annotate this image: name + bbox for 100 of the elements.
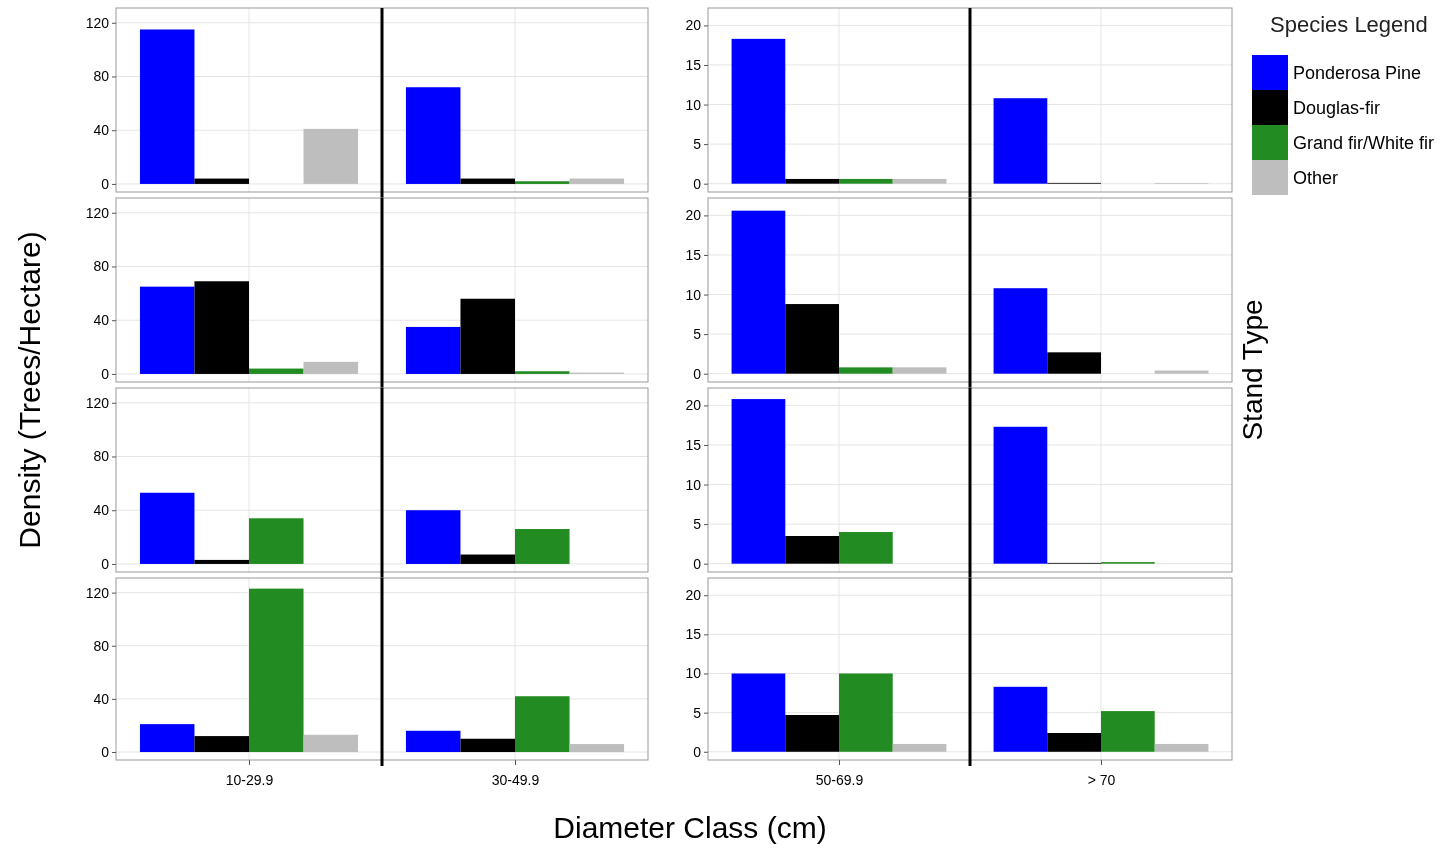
y-tick-label: 0 [101,555,110,572]
bar [303,361,359,374]
y-tick-label: 5 [693,704,702,721]
x-tick-label: 50-69.9 [815,771,864,788]
bar [569,744,625,753]
bar [249,368,304,374]
bar [460,554,515,564]
y-tick-label: 0 [693,555,702,572]
bar [993,686,1048,752]
bar [405,87,461,184]
bar [993,98,1048,184]
bar [249,518,304,564]
bar [1047,732,1101,752]
bar [405,730,461,753]
bar [405,510,461,564]
bar [892,367,947,374]
y-tick-label: 15 [685,436,702,453]
bar [515,529,570,564]
bar [303,128,359,184]
bar [249,588,304,753]
y-tick-label: 10 [685,286,702,303]
y-tick-label: 10 [685,476,702,493]
bar [839,673,893,752]
y-tick-label: 0 [693,175,702,192]
y-tick-label: 80 [93,258,110,275]
bar [993,288,1048,374]
bar [460,178,515,184]
y-tick-label: 20 [685,17,702,34]
bar [785,178,839,184]
bar [731,210,786,374]
y-tick-label: 80 [93,637,110,654]
bar [892,178,947,184]
y-tick-label: 40 [93,122,110,139]
legend-label: Douglas-fir [1293,98,1381,118]
x-tick-label: 10-29.9 [225,771,274,788]
y-tick-label: 20 [685,207,702,224]
bar [194,559,249,564]
bar [785,535,839,564]
legend-label: Other [1293,168,1339,188]
bar [731,673,786,752]
y-tick-label: 20 [685,397,702,414]
bar [892,743,947,752]
bar [993,426,1048,564]
bar [731,399,786,564]
x-tick-label: 30-49.9 [491,771,540,788]
y-tick-label: 80 [93,448,110,465]
bar [515,696,570,753]
bar [515,371,570,374]
y-tick-label: 10 [685,96,702,113]
y-tick-label: 20 [685,587,702,604]
y-tick-label: 80 [93,68,110,85]
x-axis-title: Diameter Class (cm) [553,811,827,844]
y-tick-label: 0 [693,365,702,382]
bar [785,304,839,374]
bar [194,178,249,184]
y-tick-label: 5 [693,136,702,153]
y-tick-label: 15 [685,626,702,643]
bar [139,724,195,753]
y-tick-label: 5 [693,516,702,533]
bar [1101,711,1155,752]
bar [839,532,893,564]
bar [839,367,893,374]
legend-label: Ponderosa Pine [1293,63,1422,83]
y-tick-label: 40 [93,690,110,707]
y-axis-title: Density (Trees/Hectare) [13,231,46,549]
bar [194,736,249,753]
y-tick-label: 120 [85,584,110,601]
bar [460,298,515,374]
bar [139,492,195,564]
y-tick-label: 15 [685,56,702,73]
y-tick-label: 120 [85,14,110,31]
y-tick-label: 0 [693,743,702,760]
y-tick-label: 15 [685,246,702,263]
bar [1154,743,1209,752]
y-tick-label: 5 [693,326,702,343]
x-tick-label: > 70 [1087,771,1116,788]
y-tick-label: 0 [101,175,110,192]
bar [303,734,359,753]
y-tick-label: 120 [85,204,110,221]
y-tick-label: 10 [685,665,702,682]
bar [460,738,515,753]
y-tick-label: 40 [93,312,110,329]
bar [139,286,195,374]
bar [405,326,461,374]
y2-axis-title: Stand Type [1237,299,1268,441]
y-tick-label: 120 [85,394,110,411]
bar [139,29,195,184]
y-tick-label: 40 [93,502,110,519]
bar [731,38,786,184]
bar [515,181,570,184]
legend-label: Grand fir/White fir [1293,133,1435,153]
bar [839,178,893,184]
bar [569,178,625,184]
y-tick-label: 0 [101,365,110,382]
bar [1154,370,1209,374]
legend-title: Species Legend [1270,12,1428,37]
y-tick-label: 0 [101,744,110,761]
bar [1047,352,1101,374]
bar [785,714,839,752]
bar [194,281,249,374]
